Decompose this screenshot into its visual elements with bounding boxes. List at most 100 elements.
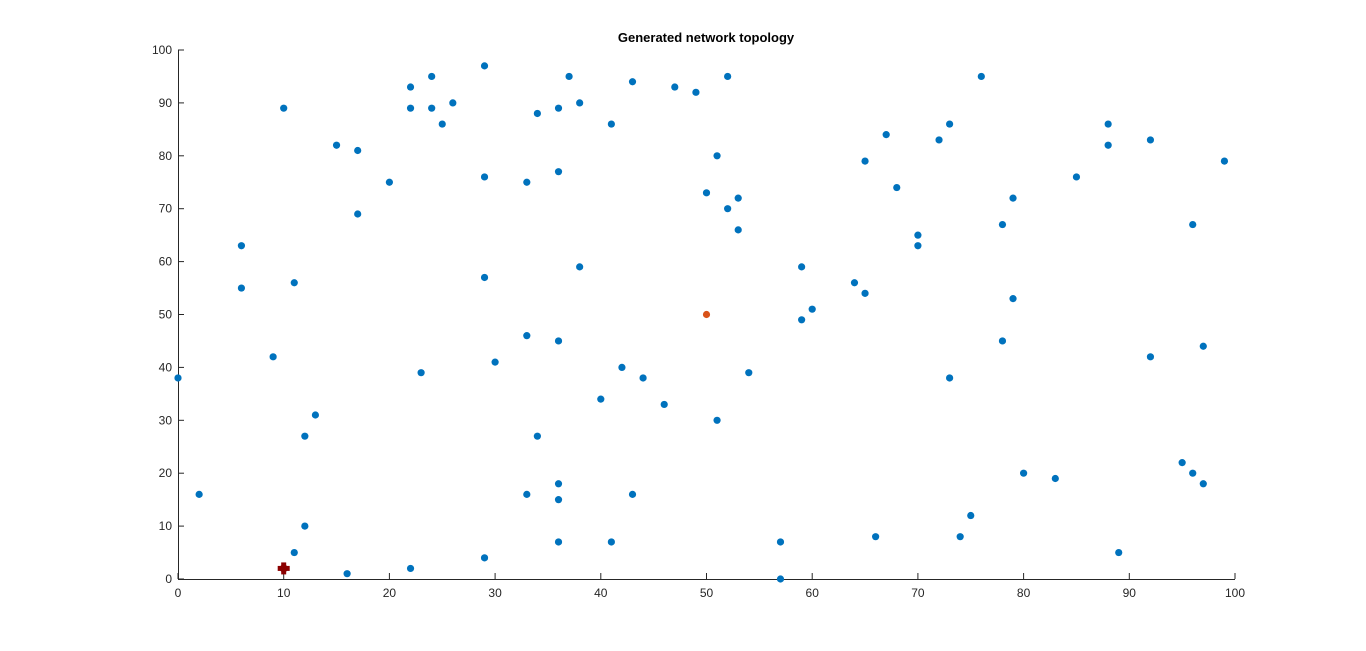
sensor-node-point: [523, 490, 531, 498]
sensor-node-point: [702, 189, 711, 197]
sensor-node-point: [554, 168, 563, 176]
y-tick-label: 30: [159, 413, 173, 427]
y-tick-label: 50: [159, 308, 173, 322]
sensor-node-point: [914, 242, 922, 250]
sensor-node-point: [301, 522, 309, 530]
sensor-node-point: [343, 570, 351, 578]
sensor-node-point: [1189, 220, 1197, 229]
sensor-node-point: [1178, 459, 1186, 467]
sensor-node-point: [385, 178, 393, 186]
x-tick-label: 100: [1225, 586, 1245, 600]
sensor-node-point: [428, 104, 436, 112]
x-tick-label: 50: [700, 586, 714, 600]
sensor-node-point: [480, 554, 489, 562]
sensor-node-point: [956, 533, 964, 541]
y-tick-label: 0: [165, 572, 172, 586]
sensor-node-point: [1146, 136, 1155, 144]
sensor-node-point: [607, 538, 615, 546]
sensor-node-point: [449, 99, 457, 107]
sensor-node-point: [491, 358, 499, 366]
sensor-node-point: [174, 374, 182, 382]
y-tick-label: 20: [159, 466, 173, 480]
sensor-node-point: [618, 363, 626, 371]
sensor-node-point: [406, 564, 415, 573]
sensor-node-point: [850, 279, 859, 287]
sensor-node-point: [607, 120, 615, 128]
x-tick-label: 20: [383, 586, 397, 600]
sensor-node-point: [935, 136, 943, 144]
x-tick-label: 0: [175, 586, 182, 600]
sensor-node-point: [776, 575, 785, 583]
sensor-node-point: [1104, 120, 1112, 128]
sensor-node-point: [597, 395, 605, 403]
chart-title: Generated network topology: [618, 30, 795, 45]
sensor-node-point: [290, 548, 298, 557]
sensor-node-point: [776, 538, 785, 546]
x-tick-label: 40: [594, 586, 608, 600]
sensor-node-point: [1009, 295, 1017, 303]
sensor-node-point: [872, 533, 880, 541]
sensor-node-point: [354, 210, 362, 218]
sensor-node-point: [269, 353, 277, 361]
sensor-node-point: [660, 400, 668, 409]
sensor-node-point: [1189, 469, 1197, 477]
sensor-node-point: [1199, 480, 1207, 488]
sensor-node-point: [332, 141, 341, 149]
sensor-node-point: [628, 490, 637, 498]
sensor-node-point: [576, 99, 584, 107]
sensor-node-point: [195, 490, 203, 498]
scatter-points: [174, 62, 1229, 583]
sensor-node-point: [301, 432, 309, 440]
sensor-node-point: [523, 332, 531, 340]
y-tick-label: 80: [159, 149, 173, 163]
x-tick-label: 60: [806, 586, 820, 600]
sensor-node-point: [280, 104, 288, 112]
sensor-node-point: [1072, 173, 1081, 181]
sensor-node-point: [311, 411, 320, 419]
y-tick-label: 40: [159, 360, 173, 374]
sensor-node-point: [724, 72, 732, 81]
sensor-node-point: [237, 284, 246, 292]
sensor-node-point: [237, 242, 246, 250]
sensor-node-point: [798, 263, 806, 271]
sensor-node-point: [946, 120, 954, 128]
sensor-node-point: [977, 72, 985, 81]
sensor-node-point: [639, 374, 647, 382]
sensor-node-point: [406, 83, 415, 91]
sensor-node-point: [882, 131, 890, 139]
sensor-node-point: [1051, 474, 1059, 483]
sensor-node-point: [998, 337, 1007, 345]
sensor-node-point: [808, 305, 816, 313]
y-tick-label: 90: [159, 96, 173, 110]
sensor-node-point: [417, 369, 425, 377]
x-tick-label: 80: [1017, 586, 1031, 600]
sensor-node-point: [1104, 141, 1112, 149]
sensor-node-point: [893, 183, 901, 192]
sensor-node-point: [406, 104, 415, 112]
sensor-node-point: [745, 369, 753, 377]
sensor-node-point: [1220, 157, 1229, 165]
x-tick-label: 30: [488, 586, 502, 600]
y-tick-label: 10: [159, 519, 173, 533]
sensor-node-point: [480, 62, 489, 70]
center-node-point: [702, 310, 711, 319]
sensor-node-point: [428, 72, 436, 81]
x-tick-label: 70: [911, 586, 925, 600]
sensor-node-point: [946, 374, 954, 382]
sensor-node-point: [713, 416, 721, 424]
sensor-node-point: [671, 83, 679, 91]
y-tick-label: 70: [159, 202, 173, 216]
axis-ticks: 0 10 20 30 40 50 60 70 80 90 100 0 10 20 30 40 50 60 70 80 9…: [152, 43, 1245, 600]
sensor-node-point: [354, 146, 362, 155]
sensor-node-point: [533, 432, 541, 440]
sensor-node-point: [692, 88, 700, 96]
sensor-node-point: [554, 337, 563, 345]
sensor-node-point: [1115, 548, 1123, 557]
sensor-node-point: [533, 109, 541, 118]
sensor-node-point: [1009, 194, 1017, 202]
sensor-node-point: [861, 289, 869, 297]
sensor-node-point: [1199, 342, 1207, 350]
sensor-node-point: [290, 279, 298, 287]
sensor-node-point: [554, 496, 563, 504]
sensor-node-point: [576, 263, 584, 271]
